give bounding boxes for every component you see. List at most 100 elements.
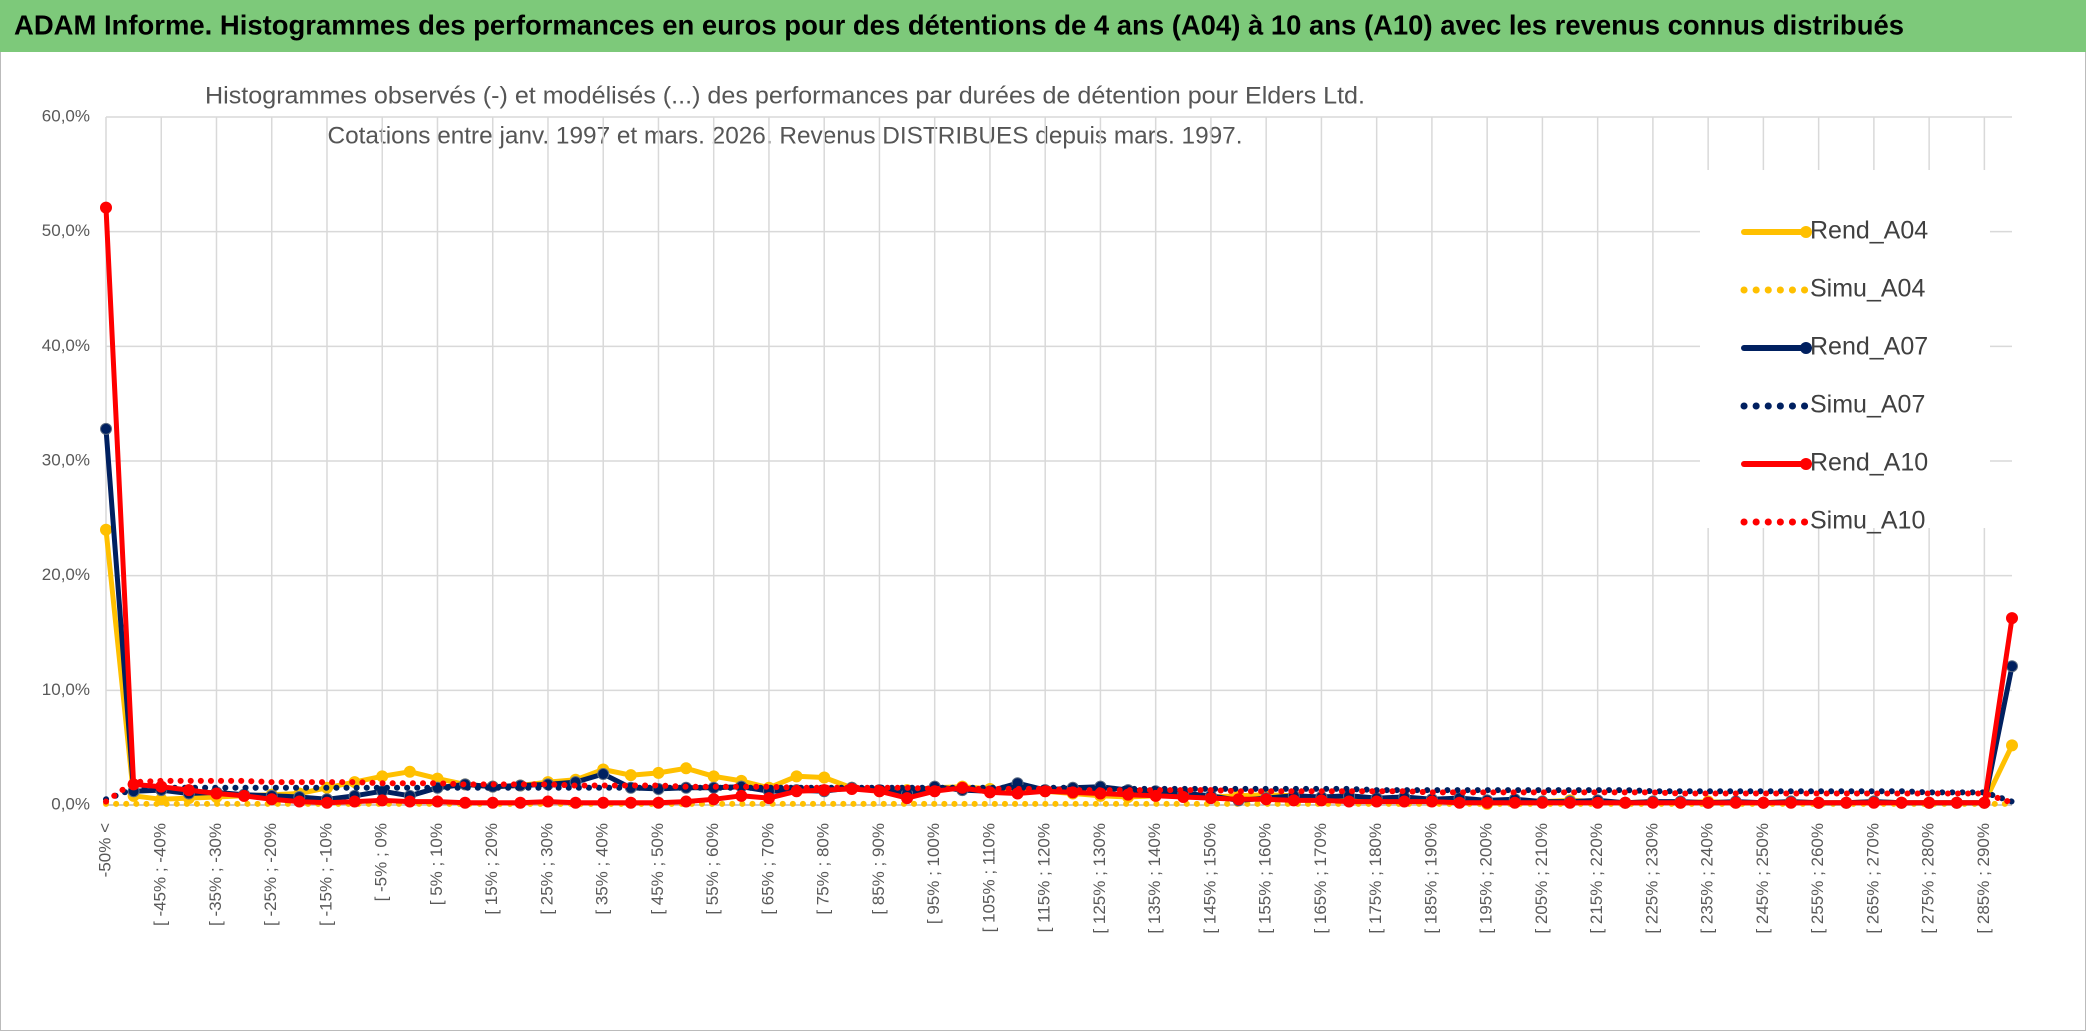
x-tick-label: [ 145% ; 150% <box>1200 823 1219 934</box>
point <box>2006 660 2018 673</box>
point <box>182 784 195 797</box>
x-tick-label: [ 45% ; 50% <box>648 823 667 915</box>
x-tick-label: [ 85% ; 90% <box>869 823 888 915</box>
point <box>100 201 112 214</box>
x-tick-label: [ 245% ; 250% <box>1753 823 1772 934</box>
point <box>597 796 610 809</box>
point <box>1923 796 1936 809</box>
x-tick-label: [ -25% ; -20% <box>261 823 280 926</box>
point <box>597 768 610 781</box>
point <box>376 794 389 807</box>
point <box>100 422 112 435</box>
point <box>210 787 223 800</box>
point <box>514 796 527 809</box>
x-tick-label: [ 285% ; 290% <box>1974 823 1993 934</box>
x-tick-label: [ 115% ; 120% <box>1035 823 1054 932</box>
point <box>762 792 775 805</box>
legend-marker <box>1800 226 1812 238</box>
point <box>1840 796 1853 809</box>
y-tick-label: 60,0% <box>42 106 90 125</box>
point <box>680 762 693 775</box>
x-tick-label: [ 255% ; 260% <box>1808 823 1827 934</box>
y-tick-label: 40,0% <box>42 336 90 355</box>
series-line-dotted <box>103 777 2015 806</box>
point <box>541 795 554 808</box>
point <box>265 793 278 806</box>
point <box>1204 792 1217 805</box>
point <box>1564 796 1577 809</box>
y-tick-label: 0,0% <box>51 794 90 813</box>
x-tick-label: [ 205% ; 210% <box>1532 823 1551 934</box>
x-tick-label: [ 125% ; 130% <box>1090 823 1109 934</box>
legend-marker <box>1800 458 1812 470</box>
point <box>1177 790 1190 803</box>
point <box>320 796 333 809</box>
point <box>1536 796 1549 809</box>
point <box>707 793 720 806</box>
point <box>1674 796 1687 809</box>
point <box>735 789 748 802</box>
x-tick-label: [ 105% ; 110% <box>979 823 998 932</box>
x-tick-label: [ 185% ; 190% <box>1421 823 1440 934</box>
point <box>569 796 582 809</box>
x-tick-label: [ 195% ; 200% <box>1477 823 1496 934</box>
x-tick-label: -50% < <box>95 823 114 877</box>
point <box>2006 612 2018 625</box>
point <box>1260 793 1273 806</box>
x-tick-label: [ 155% ; 160% <box>1256 823 1275 934</box>
point <box>818 771 831 784</box>
point <box>1232 793 1245 806</box>
point <box>486 796 499 809</box>
y-tick-label: 20,0% <box>42 565 90 584</box>
legend-label: Rend_A07 <box>1810 333 1928 361</box>
subtitle-bg <box>321 120 1249 152</box>
point <box>100 523 112 536</box>
point <box>1453 796 1466 809</box>
point <box>1702 796 1715 809</box>
x-tick-label: [ 175% ; 180% <box>1366 823 1385 934</box>
point <box>652 796 665 809</box>
x-tick-label: [ 35% ; 40% <box>593 823 612 915</box>
legend-marker <box>1800 342 1812 354</box>
x-tick-label: [ 5% ; 10% <box>427 823 446 905</box>
point <box>1425 795 1438 808</box>
point <box>1619 796 1632 809</box>
point <box>624 796 637 809</box>
x-tick-label: [ 65% ; 70% <box>758 823 777 915</box>
chart-title: ADAM Informe. Histogrammes des performan… <box>14 9 1904 40</box>
x-tick-label: [ 225% ; 230% <box>1642 823 1661 934</box>
subtitle-bg <box>199 80 1371 112</box>
legend-label: Simu_A07 <box>1810 391 1925 419</box>
point <box>901 792 914 805</box>
point <box>1149 789 1162 802</box>
x-tick-label: [ 95% ; 100% <box>924 823 943 924</box>
point <box>1370 795 1383 808</box>
x-tick-label: [ -5% ; 0% <box>372 823 391 901</box>
point <box>459 796 472 809</box>
x-tick-label: [ 75% ; 80% <box>814 823 833 915</box>
x-tick-label: [ 235% ; 240% <box>1698 823 1717 934</box>
x-tick-label: [ 165% ; 170% <box>1311 823 1330 934</box>
y-tick-label: 50,0% <box>42 221 90 240</box>
point <box>1481 796 1494 809</box>
legend-label: Simu_A10 <box>1810 507 1925 535</box>
point <box>707 770 720 783</box>
point <box>376 770 389 783</box>
y-tick-label: 30,0% <box>42 450 90 469</box>
point <box>790 770 803 783</box>
point <box>1978 796 1991 809</box>
point <box>1895 796 1908 809</box>
point <box>1785 796 1798 809</box>
x-tick-label: [ 265% ; 270% <box>1863 823 1882 934</box>
x-tick-label: [ 25% ; 30% <box>537 823 556 915</box>
point <box>238 789 251 802</box>
point <box>403 795 416 808</box>
point <box>1950 796 1963 809</box>
point <box>2006 739 2018 752</box>
x-tick-label: [ 135% ; 140% <box>1145 823 1164 934</box>
x-tick-label: [ -45% ; -40% <box>151 823 170 926</box>
point <box>1315 794 1328 807</box>
x-tick-label: [ 275% ; 280% <box>1919 823 1938 934</box>
